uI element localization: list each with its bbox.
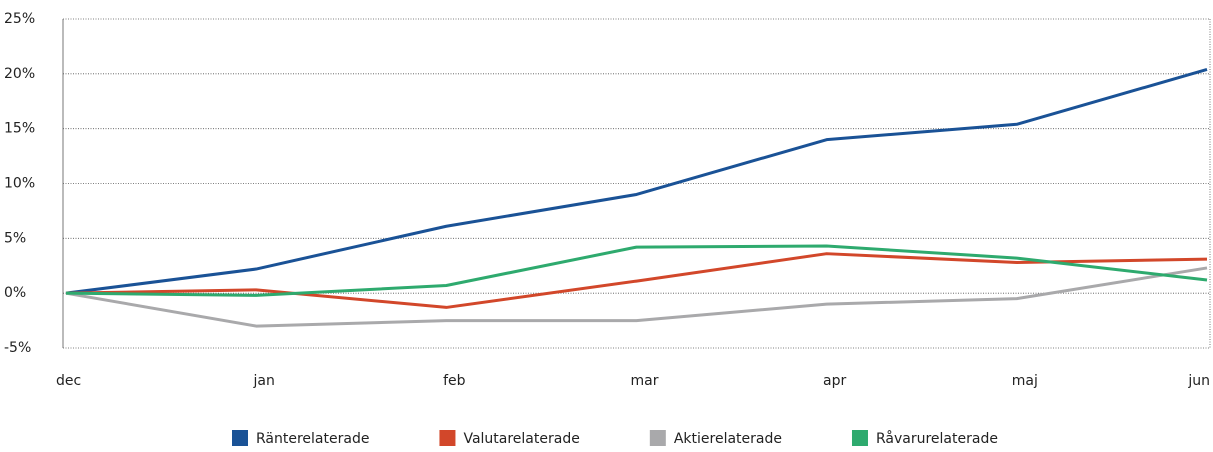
legend-label: Aktierelaterade xyxy=(674,431,782,447)
legend-label: Valutarelaterade xyxy=(463,431,579,447)
x-tick-label: mar xyxy=(631,373,659,389)
series-line xyxy=(65,68,1208,295)
series-line xyxy=(65,266,1208,328)
x-tick-label: jan xyxy=(252,373,274,389)
x-tick-label: dec xyxy=(56,373,81,389)
legend-swatch xyxy=(439,430,456,446)
legend-swatch xyxy=(649,430,666,446)
legend-swatch xyxy=(232,430,248,446)
legend: Ränterelaterade Valutarelaterade Aktierela… xyxy=(232,430,998,447)
y-tick-label: 20% xyxy=(4,66,35,82)
x-tick-label: apr xyxy=(823,373,846,389)
y-tick-label: 0% xyxy=(4,285,26,301)
series-line xyxy=(65,252,1208,309)
x-tick-label: jun xyxy=(1187,373,1210,389)
y-tick-label: -5% xyxy=(4,340,31,356)
y-tick-label: 5% xyxy=(4,230,26,246)
series-line xyxy=(65,244,1208,297)
y-tick-label: 15% xyxy=(4,121,35,137)
x-tick-label: feb xyxy=(443,373,466,389)
legend-label: Ränterelaterade xyxy=(256,431,369,447)
x-tick-label: maj xyxy=(1012,373,1038,389)
y-tick-label: 10% xyxy=(4,176,35,192)
legend-label: Råvarurelaterade xyxy=(876,430,998,447)
legend-swatch xyxy=(851,430,868,446)
y-tick-label: 25% xyxy=(4,11,35,27)
